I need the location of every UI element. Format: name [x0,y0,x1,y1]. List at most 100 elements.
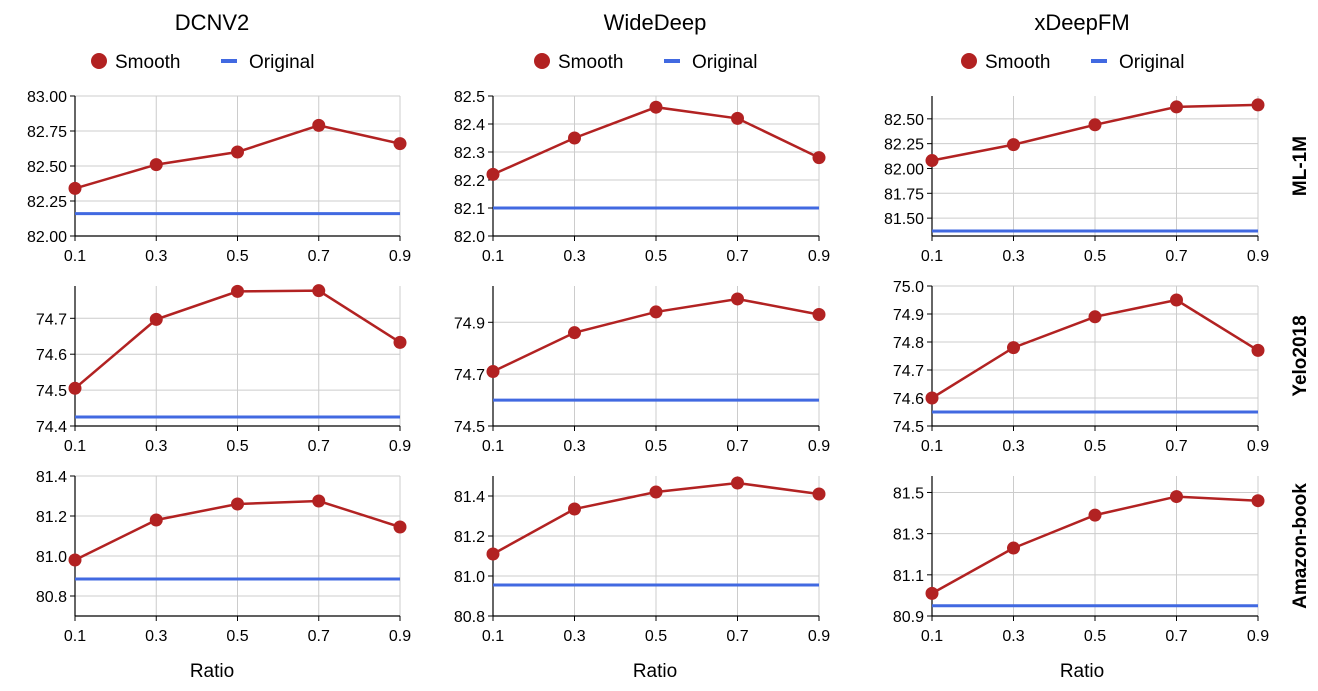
legend-smooth-label: Smooth [558,52,623,73]
series-smooth-point [486,167,500,181]
y-tick-label: 83.00 [27,89,67,106]
column-title-xdeepfm: xDeepFM [1034,10,1129,35]
y-tick-label: 81.2 [36,509,67,526]
y-tick-label: 82.00 [27,229,67,246]
x-tick-label: 0.9 [808,438,830,455]
series-smooth-point [68,553,82,567]
series-smooth-point [393,335,407,349]
series-smooth-point [1251,343,1265,357]
x-tick-label: 0.1 [64,248,86,265]
x-tick-label: 0.1 [921,438,943,455]
y-tick-label: 82.5 [454,89,485,106]
y-tick-label: 81.75 [884,186,924,203]
series-smooth-point [925,154,939,168]
x-tick-label: 0.7 [1165,628,1187,645]
x-tick-label: 0.3 [145,628,167,645]
y-tick-label: 74.9 [454,315,485,332]
x-tick-label: 0.7 [1165,248,1187,265]
x-tick-label: 0.7 [308,628,330,645]
legend-smooth-label: Smooth [115,52,180,73]
series-smooth-point [149,312,163,326]
series-smooth-point [231,497,244,511]
x-tick-label: 0.1 [482,628,504,645]
series-smooth-point [1007,541,1020,555]
panel-amazon-book-dcnv2: 0.1 0.3 0.5 0.7 0.9 80.8 81.0 81.2 81.4 [36,469,411,645]
series-smooth-point [1170,293,1183,307]
x-axis-label: Ratio [1060,661,1104,682]
series-smooth-point [1251,98,1265,112]
x-tick-label: 0.3 [563,438,585,455]
series-smooth-point [649,485,663,499]
y-tick-label: 82.50 [27,159,67,176]
x-tick-label: 0.5 [645,438,667,455]
x-tick-label: 0.3 [145,438,167,455]
x-tick-label: 0.5 [645,628,667,645]
series-smooth-point [231,145,244,159]
y-tick-label: 74.4 [36,419,67,436]
series-smooth-point [568,326,581,340]
y-tick-label: 80.9 [893,609,924,626]
y-tick-label: 74.5 [36,383,67,400]
y-tick-label: 82.3 [454,145,485,162]
series-smooth-point [731,292,744,306]
row-label-amazon-book: Amazon-book [1290,483,1311,609]
x-tick-label: 0.3 [1002,438,1024,455]
y-tick-label: 82.75 [27,124,67,141]
y-tick-label: 81.4 [36,469,67,486]
x-axis-label: Ratio [190,661,234,682]
series-smooth-point [1007,341,1020,355]
series-smooth-point [231,284,244,298]
x-tick-label: 0.9 [1247,248,1269,265]
y-tick-label: 80.8 [454,609,485,626]
x-tick-label: 0.5 [1084,248,1106,265]
y-tick-label: 74.7 [36,311,67,328]
x-tick-label: 0.3 [1002,628,1024,645]
y-tick-label: 74.8 [893,335,924,352]
series-smooth-point [731,476,744,490]
row-label-ml-1m: ML-1M [1290,136,1311,196]
x-tick-label: 0.3 [563,628,585,645]
legend-original-label: Original [249,52,314,73]
series-smooth-point [812,151,826,165]
y-tick-label: 81.50 [884,211,924,228]
series-smooth-point [812,308,826,322]
y-tick-label: 74.5 [454,419,485,436]
y-tick-label: 81.0 [36,549,67,566]
panel-yelo2018-widedeep: 0.1 0.3 0.5 0.7 0.9 74.5 74.7 74.9 [454,286,830,455]
column-title-widedeep: WideDeep [604,10,707,35]
series-smooth-point [68,381,82,395]
panel-amazon-book-widedeep: 0.1 0.3 0.5 0.7 0.9 80.8 81.0 81.2 81.4 [454,476,830,645]
series-smooth-point [312,494,326,508]
x-tick-label: 0.9 [1247,628,1269,645]
x-tick-label: 0.9 [808,248,830,265]
row-label-yelo2018: Yelo2018 [1290,315,1311,396]
series-smooth-point [1170,100,1183,114]
y-tick-label: 74.6 [36,347,67,364]
y-tick-label: 82.1 [454,201,485,218]
y-tick-label: 82.50 [884,112,924,129]
column-title-dcnv2: DCNV2 [175,10,250,35]
series-smooth-point [812,487,826,501]
series-smooth-point [149,513,163,527]
y-tick-label: 82.25 [884,137,924,154]
x-tick-label: 0.5 [226,628,248,645]
x-tick-label: 0.7 [308,438,330,455]
legend-smooth-marker [961,53,977,69]
x-tick-label: 0.1 [921,628,943,645]
series-smooth-point [1251,494,1265,508]
series-smooth-point [312,118,326,132]
series-smooth-point [486,365,500,379]
y-tick-label: 81.5 [893,485,924,502]
x-tick-label: 0.7 [726,248,748,265]
x-tick-label: 0.5 [226,248,248,265]
y-tick-label: 81.2 [454,529,485,546]
series-smooth-point [1007,138,1020,152]
x-tick-label: 0.5 [1084,438,1106,455]
x-tick-label: 0.7 [308,248,330,265]
y-tick-label: 82.2 [454,173,485,190]
y-tick-label: 82.00 [884,161,924,178]
y-tick-label: 81.0 [454,569,485,586]
y-tick-label: 75.0 [893,279,924,296]
series-smooth-point [393,137,407,151]
